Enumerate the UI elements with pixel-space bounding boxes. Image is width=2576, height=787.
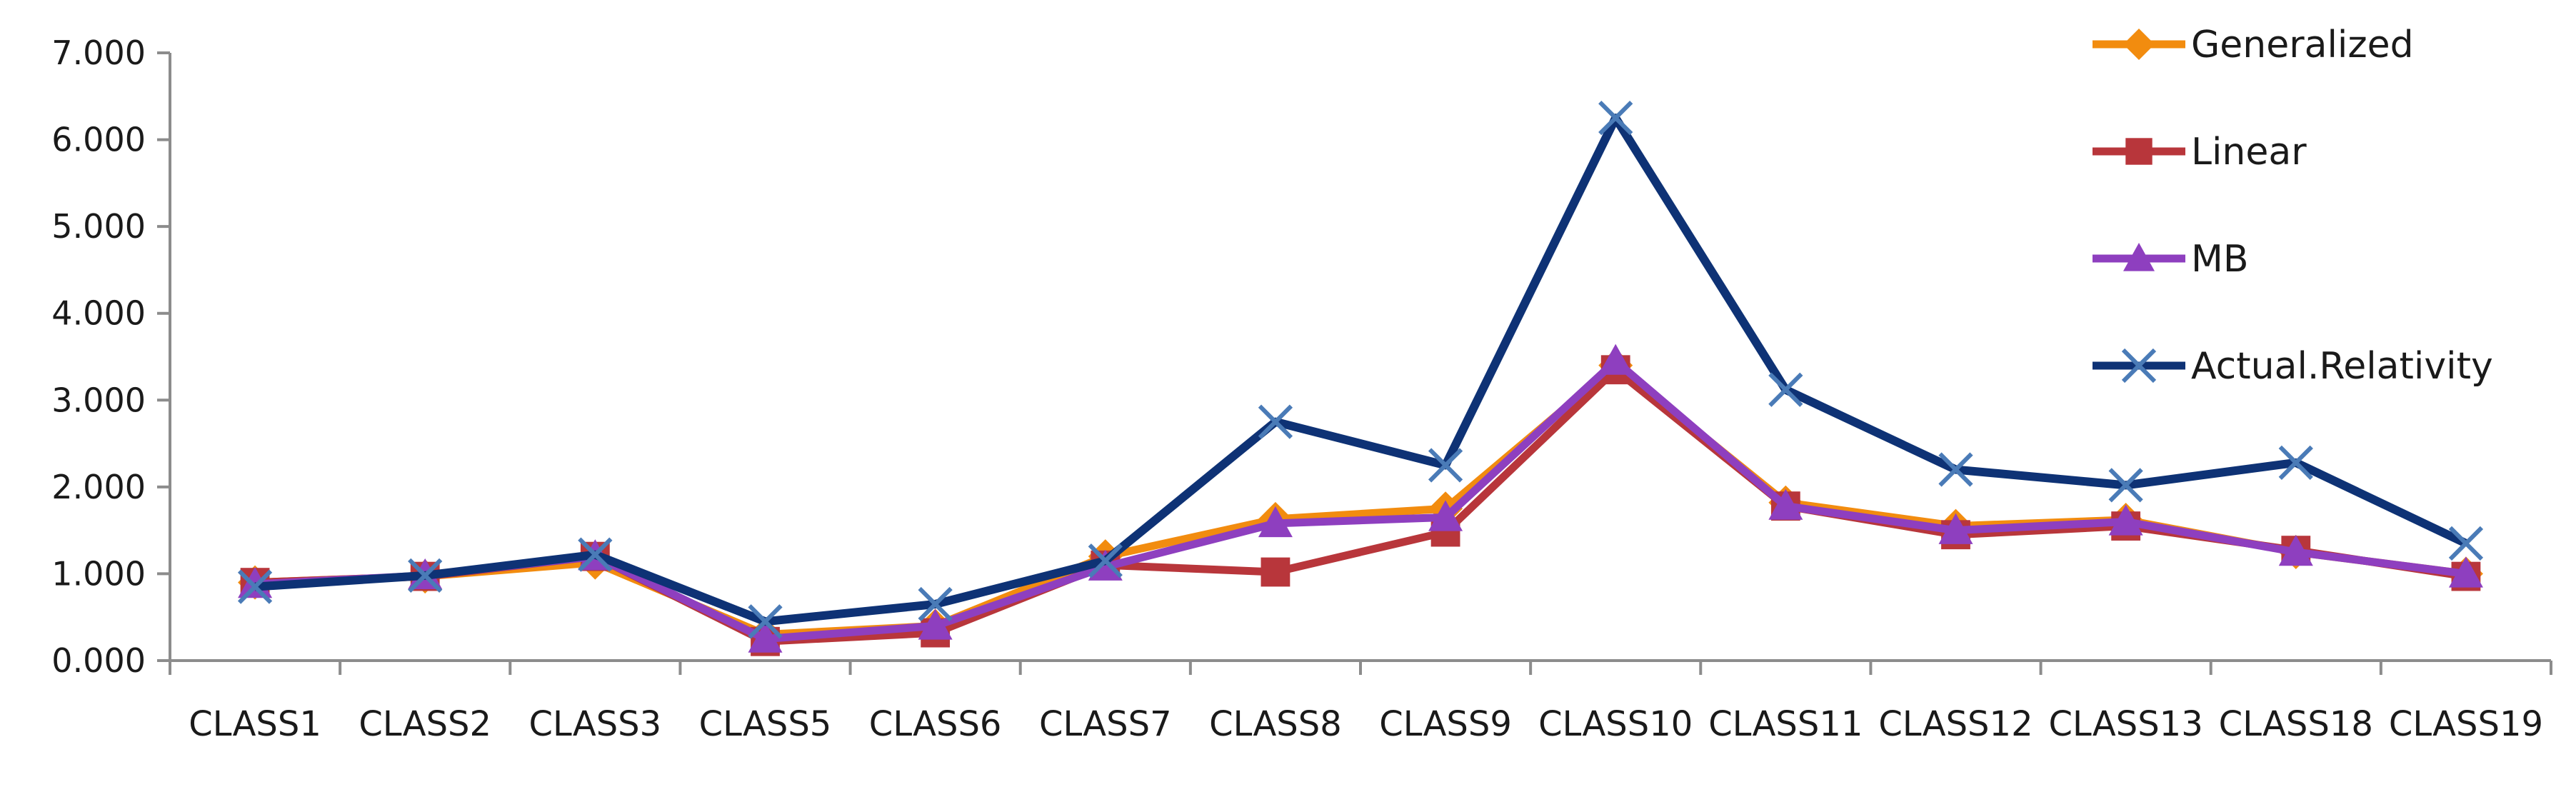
x-tick-label: CLASS2 [359,704,491,744]
y-tick-label: 1.000 [51,554,146,593]
y-tick-label: 0.000 [51,641,146,680]
legend-entry: MB [2093,238,2249,281]
data-point [1768,372,1803,407]
x-tick-label: CLASS11 [1708,704,1863,744]
x-tick-label: CLASS7 [1039,704,1172,744]
x-tick-label: CLASS6 [869,704,1002,744]
data-point [2125,138,2152,165]
series-line [254,357,2467,643]
x-tick-label: CLASS13 [2049,704,2203,744]
data-point [1598,344,1633,375]
data-point [2123,243,2155,271]
x-tick-label: CLASS9 [1379,704,1512,744]
data-point [1258,404,1293,439]
series-mb [238,344,2483,653]
y-tick-label: 2.000 [51,468,146,506]
data-point [2121,348,2157,384]
data-point [1258,506,1293,538]
data-point [1598,101,1633,136]
x-tick-label: CLASS3 [529,704,662,744]
series-actual-relativity [237,101,2484,639]
series-line [254,361,2467,639]
data-point [2278,535,2313,566]
x-axis: CLASS1 CLASS2 CLASS3 CLASS5 CLASS6 CLASS7 CLAS… [169,659,2552,744]
legend-label: Actual.Relativity [2191,345,2493,388]
data-point [2123,29,2155,60]
data-point [2448,526,2484,561]
y-tick-label: 5.000 [51,207,146,246]
series-line [254,114,2468,626]
series-generalized [238,348,2483,652]
data-point [2108,468,2143,503]
data-point [1768,488,1803,520]
legend-label: MB [2191,238,2249,281]
data-point [1088,543,1123,578]
data-point [1938,452,1973,487]
x-tick-label: CLASS1 [189,704,321,744]
data-point [2448,556,2483,588]
y-tick-label: 4.000 [51,294,146,333]
data-point [408,558,443,593]
data-point [1938,513,1973,544]
data-point [2108,504,2143,536]
y-tick-label: 6.000 [51,121,146,159]
y-tick-label: 7.000 [51,34,146,72]
x-tick-label: CLASS19 [2389,704,2543,744]
x-tick-label: CLASS10 [1538,704,1693,744]
y-axis: 0.000 1.000 2.000 3.000 4.000 5.000 6.000 7.000 [51,34,171,680]
legend-entry: Actual.Relativity [2093,345,2493,388]
series-layer [237,101,2484,656]
data-point [1261,557,1290,587]
data-point [1428,500,1463,531]
data-point [2278,445,2313,480]
y-tick-label: 3.000 [51,381,146,419]
data-point [578,537,613,572]
data-point [918,608,953,640]
x-tick-label: CLASS12 [1878,704,2033,744]
data-point [1428,448,1463,483]
series-linear [240,355,2481,656]
legend-label: Generalized [2191,24,2414,66]
data-point [748,621,783,653]
x-tick-label: CLASS8 [1209,704,1342,744]
legend: Generalized Linear MB Actual.Relativity [2093,24,2493,388]
legend-entry: Generalized [2093,24,2414,66]
series-line [254,366,2467,646]
data-point [748,604,783,639]
data-point [918,586,953,622]
legend-label: Linear [2191,131,2307,174]
legend-entry: Linear [2093,131,2307,174]
x-tick-label: CLASS5 [699,704,832,744]
x-tick-label: CLASS18 [2219,704,2373,744]
data-point [237,569,273,604]
